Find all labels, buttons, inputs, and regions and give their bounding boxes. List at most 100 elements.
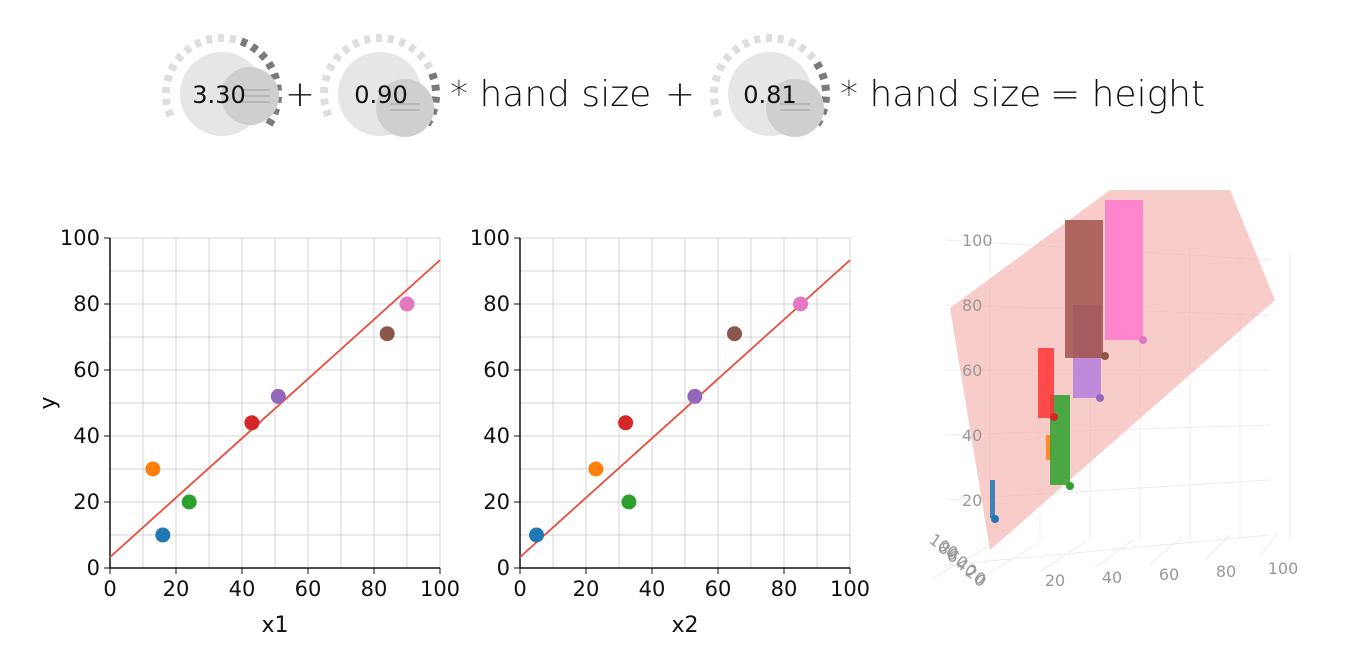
grid-line [984,542,1039,577]
dial-tick [249,43,260,54]
y-tick-label: 60 [73,358,100,382]
data-point[interactable] [529,527,544,543]
dial-tick [167,62,178,72]
scatter-chart-x2: 0 20 40 60 80 100 0 20 40 60 80 100 x2 [470,226,870,638]
plus-sign-1: + [285,74,315,115]
x-tick-label: 0 [103,577,116,601]
residual-bar [1046,435,1051,460]
grid-line [1094,538,1135,569]
regression-line [519,259,851,558]
dial-tick [351,38,361,49]
dial-tick [163,74,173,83]
coef1-value: 0.90 [354,81,407,109]
x-tick-label: 20 [573,577,600,601]
dial-tick [321,74,331,83]
y-tick-label: 0 [497,556,510,580]
data-point[interactable] [145,461,161,477]
term1-label: * hand size [450,74,651,115]
coef2-knob[interactable]: 0.81 [709,33,830,137]
equation-bar: 3.30 + 0.90 * hand size + 0.81 * hand si… [161,33,1205,137]
x-tick-label: 100 [420,577,460,601]
dial-tick [753,34,762,45]
dial-tick [712,108,723,118]
data-point-3d[interactable] [991,515,999,523]
x-tick-label: 40 [639,577,666,601]
data-point-3d[interactable] [1096,394,1104,402]
residual-bar [990,480,995,518]
regression-line [109,259,441,558]
y-tick-label: 80 [73,292,100,316]
dial-tick [363,34,372,45]
grid-line [944,534,1271,566]
z-tick-label: 60 [962,361,982,380]
data-point[interactable] [618,415,634,431]
residual-bar [1038,348,1054,418]
y-tick-label: 0 [87,556,100,580]
dial-tick [174,52,185,63]
coef1-knob[interactable]: 0.90 [319,33,440,137]
data-point[interactable] [155,527,171,543]
y-tick-label: 80 [483,292,510,316]
data-point[interactable] [727,326,742,342]
y-tick-label: 100 [470,226,510,250]
dial-tick [423,60,434,71]
intercept-knob[interactable]: 3.30 [161,33,282,136]
dial-tick [797,43,808,54]
data-point[interactable] [793,296,808,312]
x-tick-label: 20 [163,577,190,601]
data-point-3d[interactable] [1101,352,1109,360]
data-point-3d[interactable] [1139,336,1147,344]
grid [519,237,851,569]
dial-tick [319,86,329,94]
data-point[interactable] [588,461,604,477]
y-tick-label: 20 [73,490,100,514]
data-point-3d[interactable] [1050,413,1058,421]
data-point[interactable] [270,388,286,404]
grid-line [1204,534,1231,561]
dial-tick [710,98,719,106]
dial-tick [265,117,276,127]
dial-tick [416,51,427,61]
dial-tick [806,51,817,61]
dial-tick [239,37,249,48]
dial-tick [722,52,733,63]
dial-tick [709,86,719,94]
y-tick-label: 40 [483,424,510,448]
dial-tick [325,62,336,72]
term2-label: * hand size [840,74,1041,115]
data-point[interactable] [621,494,637,510]
data-point[interactable] [244,415,260,431]
dial-tick [711,74,721,83]
x-tick-label: 60 [705,577,732,601]
dial-tick [265,60,276,71]
dial-tick [322,108,333,118]
y-axis-title: y [36,396,61,409]
knob-handle [766,79,824,137]
dial-tick [164,108,175,118]
dial-tick [229,34,237,44]
x-tick-label: 100 [1268,559,1299,578]
data-point[interactable] [181,494,197,510]
y-tick-label: 100 [60,226,100,250]
dial-tick [332,52,343,63]
data-point[interactable] [399,296,415,312]
dial-tick [431,84,440,92]
dial-tick [821,96,830,104]
data-point-3d[interactable] [1066,482,1074,490]
dial-tick [258,51,269,61]
y-tick-label: 20 [483,490,510,514]
dial-tick [428,72,438,81]
grid-line [1149,536,1183,565]
coef2-value: 0.81 [743,81,796,109]
dial-tick [270,72,280,81]
knob-handle [376,79,434,137]
z-tick-label: 40 [962,426,982,445]
x-tick-label: 40 [229,577,256,601]
dial-tick [407,43,418,54]
z-tick-label: 80 [962,296,982,315]
x-axis-title: x2 [671,613,698,638]
data-point[interactable] [379,326,395,342]
data-point[interactable] [687,388,703,404]
dial-tick [431,96,440,104]
